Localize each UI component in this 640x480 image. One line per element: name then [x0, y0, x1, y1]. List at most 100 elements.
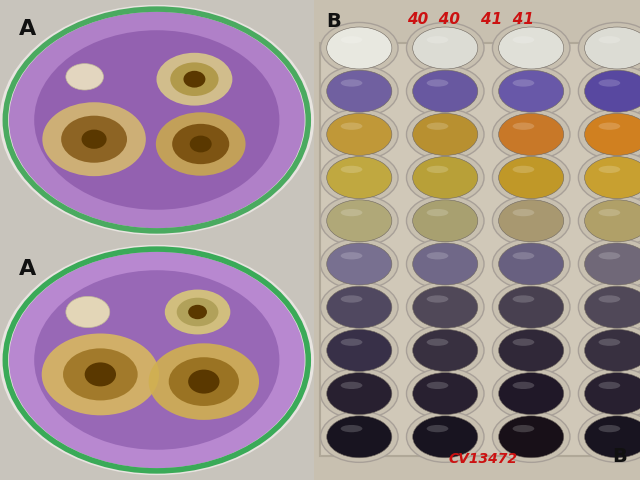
- Ellipse shape: [584, 329, 640, 372]
- Ellipse shape: [406, 23, 484, 73]
- Ellipse shape: [427, 209, 449, 216]
- Ellipse shape: [34, 270, 280, 450]
- Ellipse shape: [499, 70, 564, 112]
- Ellipse shape: [598, 209, 620, 216]
- Ellipse shape: [598, 382, 620, 389]
- Ellipse shape: [499, 27, 564, 69]
- Text: B: B: [612, 446, 627, 466]
- Ellipse shape: [406, 195, 484, 246]
- Ellipse shape: [340, 382, 362, 389]
- Ellipse shape: [492, 325, 570, 376]
- Ellipse shape: [189, 136, 212, 153]
- Ellipse shape: [598, 122, 620, 130]
- Ellipse shape: [61, 116, 127, 163]
- Ellipse shape: [492, 66, 570, 117]
- Ellipse shape: [427, 295, 449, 303]
- Ellipse shape: [406, 152, 484, 203]
- Ellipse shape: [327, 113, 392, 156]
- Ellipse shape: [579, 368, 640, 419]
- Ellipse shape: [188, 370, 220, 394]
- Ellipse shape: [9, 12, 305, 228]
- Ellipse shape: [413, 243, 478, 285]
- Ellipse shape: [327, 156, 392, 199]
- Ellipse shape: [148, 343, 259, 420]
- Text: B: B: [326, 12, 341, 31]
- Ellipse shape: [321, 282, 398, 333]
- Ellipse shape: [172, 124, 229, 164]
- Ellipse shape: [579, 23, 640, 73]
- Ellipse shape: [321, 239, 398, 289]
- Ellipse shape: [327, 329, 392, 372]
- Ellipse shape: [321, 411, 398, 462]
- Ellipse shape: [499, 329, 564, 372]
- Ellipse shape: [321, 109, 398, 160]
- Ellipse shape: [492, 152, 570, 203]
- Ellipse shape: [327, 372, 392, 415]
- Ellipse shape: [579, 195, 640, 246]
- Ellipse shape: [327, 416, 392, 458]
- Ellipse shape: [164, 289, 230, 335]
- Text: CV13472: CV13472: [449, 452, 518, 466]
- Ellipse shape: [406, 282, 484, 333]
- Ellipse shape: [406, 411, 484, 462]
- Ellipse shape: [340, 252, 362, 259]
- Ellipse shape: [427, 252, 449, 259]
- Ellipse shape: [499, 243, 564, 285]
- Ellipse shape: [63, 348, 138, 400]
- Ellipse shape: [513, 425, 534, 432]
- Ellipse shape: [156, 112, 246, 176]
- Ellipse shape: [513, 79, 534, 86]
- Bar: [320, 43, 634, 456]
- Ellipse shape: [340, 425, 362, 432]
- Ellipse shape: [406, 66, 484, 117]
- Ellipse shape: [321, 368, 398, 419]
- Ellipse shape: [579, 152, 640, 203]
- Ellipse shape: [584, 113, 640, 156]
- Ellipse shape: [42, 334, 159, 415]
- Ellipse shape: [321, 152, 398, 203]
- Ellipse shape: [579, 109, 640, 160]
- Ellipse shape: [513, 295, 534, 303]
- Ellipse shape: [9, 252, 305, 468]
- Ellipse shape: [492, 23, 570, 73]
- Ellipse shape: [579, 66, 640, 117]
- Ellipse shape: [427, 122, 449, 130]
- Ellipse shape: [413, 372, 478, 415]
- Ellipse shape: [492, 368, 570, 419]
- Ellipse shape: [184, 71, 205, 87]
- Ellipse shape: [584, 27, 640, 69]
- Ellipse shape: [492, 109, 570, 160]
- Ellipse shape: [170, 62, 219, 96]
- Ellipse shape: [427, 166, 449, 173]
- Ellipse shape: [427, 425, 449, 432]
- Ellipse shape: [327, 27, 392, 69]
- Text: A: A: [19, 19, 36, 39]
- Ellipse shape: [169, 357, 239, 406]
- Ellipse shape: [598, 338, 620, 346]
- Ellipse shape: [499, 416, 564, 458]
- Ellipse shape: [584, 286, 640, 328]
- Text: 40  40    41  41: 40 40 41 41: [407, 12, 534, 27]
- Ellipse shape: [584, 243, 640, 285]
- Ellipse shape: [340, 122, 362, 130]
- Ellipse shape: [584, 156, 640, 199]
- Ellipse shape: [598, 36, 620, 44]
- Ellipse shape: [321, 66, 398, 117]
- Ellipse shape: [584, 70, 640, 112]
- Ellipse shape: [584, 372, 640, 415]
- Ellipse shape: [413, 113, 478, 156]
- Ellipse shape: [327, 70, 392, 112]
- Ellipse shape: [177, 298, 218, 326]
- Ellipse shape: [0, 245, 314, 475]
- Ellipse shape: [499, 113, 564, 156]
- Ellipse shape: [598, 79, 620, 86]
- Ellipse shape: [406, 325, 484, 376]
- Ellipse shape: [499, 156, 564, 199]
- Ellipse shape: [598, 166, 620, 173]
- Ellipse shape: [492, 282, 570, 333]
- Ellipse shape: [42, 102, 146, 176]
- Ellipse shape: [327, 286, 392, 328]
- Ellipse shape: [34, 30, 280, 210]
- Ellipse shape: [427, 382, 449, 389]
- Ellipse shape: [598, 295, 620, 303]
